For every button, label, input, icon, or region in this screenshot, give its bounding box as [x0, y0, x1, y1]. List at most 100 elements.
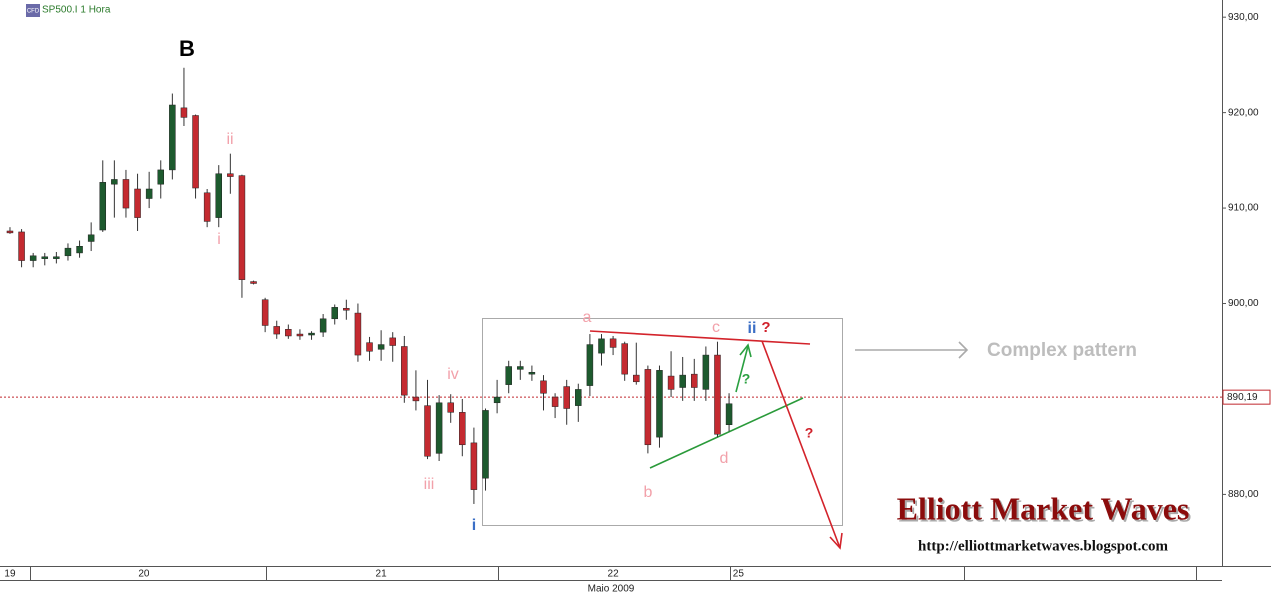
candle-body	[691, 373, 698, 388]
wave-label: B	[179, 36, 195, 61]
up-arrow	[735, 343, 752, 393]
candle-body	[76, 246, 83, 254]
candle-body	[725, 403, 733, 425]
candle-body	[261, 299, 269, 326]
candle-body	[575, 389, 582, 406]
wave-label: ?	[805, 425, 814, 441]
x-tick-label: 22	[608, 569, 620, 580]
wave-label: b	[644, 484, 653, 501]
candle-body	[412, 396, 420, 402]
y-tick-label: 930,00	[1228, 12, 1259, 23]
upper-trendline	[589, 330, 811, 345]
candle-body	[227, 173, 234, 177]
candle-body	[633, 374, 640, 383]
candle-body	[64, 247, 72, 257]
candle-body	[6, 230, 14, 234]
candle-body	[714, 354, 721, 435]
candle-body	[180, 107, 188, 118]
candle-body	[18, 231, 25, 261]
candle-body	[354, 312, 362, 356]
candle-body	[169, 104, 176, 171]
wave-label: ii	[226, 131, 233, 148]
candle-body	[528, 371, 536, 375]
candle-body	[250, 281, 257, 284]
candle-body	[644, 369, 652, 446]
candle-body	[296, 333, 304, 337]
candle-body	[493, 396, 501, 404]
candle-body	[377, 344, 385, 350]
candle-body	[122, 179, 130, 209]
lower-trendline	[649, 397, 804, 469]
candle-body	[203, 192, 211, 222]
candle-body	[308, 332, 315, 336]
candle-body	[401, 346, 408, 396]
header-icon	[26, 4, 40, 17]
candle-body	[53, 256, 60, 259]
candle-body	[470, 442, 478, 490]
wave-label: ?	[742, 371, 751, 387]
candle-body	[29, 255, 37, 261]
wave-label: ii	[748, 320, 757, 337]
candle-body	[667, 375, 675, 390]
last-price-label: 890,19	[1227, 392, 1258, 403]
x-tick-label: 19	[4, 569, 16, 580]
candle-body	[157, 169, 165, 185]
watermark-title: Elliott Market Waves	[897, 490, 1190, 526]
wave-label: a	[583, 309, 592, 326]
candle-body	[598, 338, 605, 354]
last-price-box	[1222, 389, 1271, 405]
candle-body	[447, 402, 454, 413]
candle-body	[319, 318, 327, 333]
candle-body	[656, 370, 663, 438]
wave-label: iv	[447, 366, 459, 383]
candle-body	[99, 182, 107, 231]
watermark-shadow: Elliott Market Waves	[899, 492, 1192, 528]
candle-body	[459, 412, 466, 446]
candle-body	[551, 396, 559, 407]
candle-body	[540, 380, 547, 394]
candle-body	[482, 410, 489, 479]
candle-body	[134, 188, 141, 218]
y-tick-label: 920,00	[1228, 107, 1259, 118]
wave-label: iii	[424, 476, 435, 493]
candle-body	[505, 366, 512, 385]
y-tick-label: 900,00	[1228, 298, 1259, 309]
candle-body	[145, 188, 153, 199]
candle-body	[517, 366, 524, 370]
candle-body	[343, 308, 350, 311]
candle-body	[331, 307, 338, 320]
candle-body	[621, 343, 628, 375]
wave-label: c	[712, 319, 720, 336]
x-axis-label: Maio 2009	[588, 584, 635, 595]
wave-label: i	[472, 517, 476, 534]
candle-body	[285, 329, 292, 337]
y-tick-label: 880,00	[1228, 489, 1259, 500]
wave-label: d	[720, 450, 729, 467]
x-tick-label: 20	[138, 569, 150, 580]
candle-body	[215, 173, 222, 218]
y-tick-label: 910,00	[1228, 203, 1259, 214]
candle-body	[702, 354, 710, 390]
candle-body	[679, 374, 686, 388]
candle-body	[389, 337, 396, 346]
wave-label: i	[217, 231, 221, 248]
candle-body	[87, 234, 95, 242]
candle-body	[41, 256, 49, 259]
candle-body	[563, 386, 570, 409]
candle-body	[273, 326, 280, 335]
candle-body	[609, 338, 617, 348]
header[interactable]: SP500.I 1 Hora	[42, 5, 111, 16]
candle-body	[238, 175, 246, 280]
candle-body	[192, 115, 199, 189]
candle-body	[366, 342, 373, 352]
candle-body	[111, 179, 118, 185]
pointer-arrow	[855, 341, 969, 359]
candle-body	[435, 402, 443, 454]
down-arrow	[761, 340, 843, 550]
x-tick-label: 25	[733, 569, 745, 580]
wave-label: ?	[761, 319, 770, 336]
x-tick-label: 21	[376, 569, 388, 580]
